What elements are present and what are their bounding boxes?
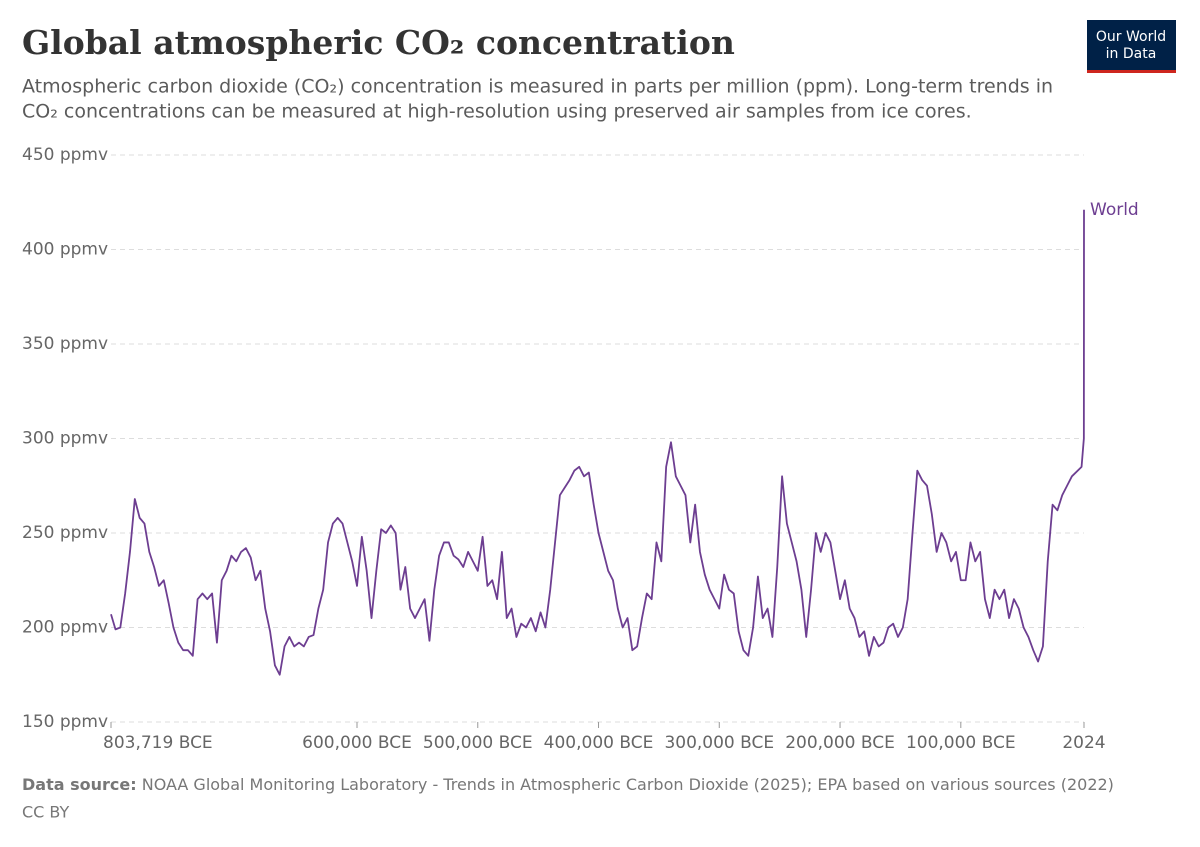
y-tick-label: 250 ppmv [22,523,108,543]
x-tick-label: 2024 [1062,733,1105,753]
y-tick-label: 450 ppmv [22,145,108,165]
x-tick-label: 400,000 BCE [544,733,654,753]
x-tick-label: 100,000 BCE [906,733,1016,753]
y-tick-label: 400 ppmv [22,240,108,260]
x-tick-label: 803,719 BCE [103,733,213,753]
x-tick-label: 300,000 BCE [664,733,774,753]
logo-bar [1087,70,1176,73]
logo-text: in Data [1106,46,1157,62]
x-tick-label: 500,000 BCE [423,733,533,753]
y-tick-label: 200 ppmv [22,618,108,638]
line [110,209,1085,676]
x-tick-label: 600,000 BCE [302,733,412,753]
y-tick-label: 350 ppmv [22,334,108,354]
logo-text: Our World [1096,29,1166,45]
subtitle: CO₂ concentrations can be measured at hi… [22,101,972,123]
logo-box [1087,20,1176,70]
source: Data source: NOAA Global Monitoring Labo… [22,775,1114,794]
series-label: World [1090,200,1139,220]
source-label: Data source: [22,775,137,794]
y-tick-label: 300 ppmv [22,429,108,449]
y-tick-label: 150 ppmv [22,712,108,732]
source-text: NOAA Global Monitoring Laboratory - Tren… [142,775,1114,794]
chart-title: Global atmospheric CO₂ concentration [22,23,735,62]
x-tick-label: 200,000 BCE [785,733,895,753]
license: CC BY [22,803,70,822]
subtitle: Atmospheric carbon dioxide (CO₂) concent… [22,76,1053,98]
logo[interactable]: Our World in Data [1087,20,1176,73]
